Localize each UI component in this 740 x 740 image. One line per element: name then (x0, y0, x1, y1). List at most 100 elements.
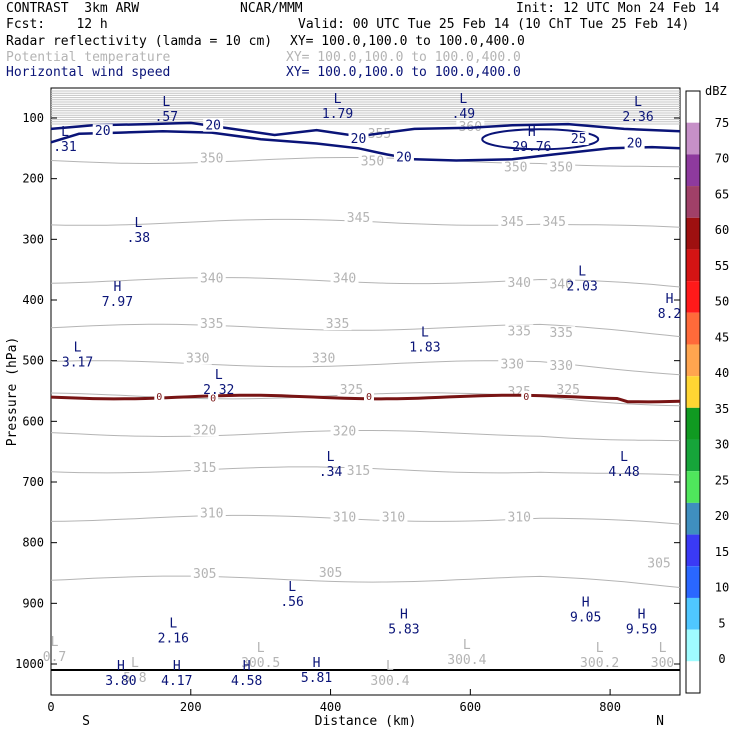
wind-extremum-value: 3.17 (62, 356, 93, 371)
y-tick-label: 400 (22, 293, 44, 307)
y-axis-label: Pressure (hPa) (5, 337, 20, 447)
wind-extremum-value: 5.81 (301, 671, 332, 686)
theta-contour-label: 350 (200, 151, 223, 166)
wind-extremum-marker: H (400, 608, 408, 623)
theta-contour-label: 310 (508, 511, 531, 526)
theta-label-bg (330, 424, 359, 438)
y-tick-label: 300 (22, 232, 44, 246)
header-org: NCAR/MMM (240, 1, 303, 16)
theta-label-bg (554, 383, 583, 397)
colorbar-swatch (686, 376, 700, 408)
theta-contour-335 (50, 323, 681, 338)
theta-extremum-value: 300.4 (370, 674, 409, 689)
colorbar-swatch (686, 249, 700, 282)
wind-extremum-value: .49 (452, 107, 475, 122)
theta-label-bg (190, 423, 219, 437)
x-tick-label: 800 (599, 700, 621, 714)
wind-extremum-value: 2.36 (622, 110, 653, 125)
theta-contour-label: 350 (361, 155, 384, 170)
theta-extremum-marker: L (51, 635, 59, 650)
x-end-left: S (82, 714, 90, 729)
wind-extremum-marker: L (578, 265, 586, 280)
theta-contour-label: 325 (340, 383, 363, 398)
colorbar-tick-label: 5 (718, 616, 725, 630)
wind-contour-25 (481, 128, 600, 151)
theta-contour-label: 335 (326, 317, 349, 332)
colorbar-swatch (686, 439, 700, 472)
colorbar-frame (685, 90, 701, 694)
theta-contour-label: 305 (193, 567, 216, 582)
theta-extremum-value: 300.2 (580, 656, 619, 671)
refl-label-bg (363, 391, 374, 402)
wind-extremum-marker: L (334, 92, 342, 107)
project-name: CONTRAST (6, 1, 69, 16)
wind-extremum-marker: H (528, 125, 536, 140)
colorbar-swatch (686, 597, 700, 630)
colorbar-tick-label: 20 (715, 509, 729, 523)
theta-label-bg (505, 510, 534, 524)
wind-extremum-value: 2.16 (158, 632, 189, 647)
x-end-right: N (656, 714, 664, 729)
colorbar-tick-label: 50 (715, 295, 729, 309)
colorbar-swatch (686, 566, 700, 598)
x-tick-label: 0 (47, 700, 54, 714)
field-wind-name: Horizontal wind speed (6, 65, 171, 80)
theta-contour-label: 330 (186, 352, 209, 367)
x-tick-label: 600 (459, 700, 481, 714)
colorbar-tick-label: 65 (715, 187, 729, 201)
wind-extremum-value: 1.79 (322, 107, 353, 122)
theta-contour-label: 305 (647, 557, 670, 572)
colorbar-swatch (686, 91, 700, 123)
theta-label-bg (498, 357, 527, 371)
theta-label-bg (344, 463, 373, 477)
theta-label-bg (547, 358, 576, 372)
wind-label-bg (92, 124, 113, 138)
refl-label-bg (208, 392, 219, 403)
wind-label-bg (624, 136, 645, 150)
y-tick-label: 600 (22, 414, 44, 428)
theta-contour-label: 340 (333, 272, 356, 287)
theta-contour-label: 340 (549, 278, 572, 293)
colorbar-swatch (686, 629, 700, 662)
colorbar-swatch (686, 217, 700, 250)
wind-contour-20-lower (50, 130, 681, 162)
wind-contour-label: 20 (351, 132, 367, 147)
wind-extremum-marker: L (134, 216, 142, 231)
theta-label-bg (197, 317, 226, 331)
wind-label-bg (348, 132, 369, 146)
theta-contour-305 (50, 575, 681, 588)
x-tick-label: 400 (320, 700, 342, 714)
colorbar: dBZ 0 5 10 15 20 25 30 35 40 45 50 55 60 65 70 75 (685, 84, 729, 694)
wind-extremum-value: .31 (53, 140, 76, 155)
theta-label-bg (505, 275, 534, 289)
wind-contour-label: 20 (95, 124, 111, 139)
wind-extremum-marker: H (243, 659, 251, 674)
wind-extremum-value: 5.83 (388, 623, 419, 638)
colorbar-swatch (686, 312, 700, 345)
theta-label-bg (456, 119, 485, 133)
theta-label-bg (540, 215, 569, 229)
theta-label-bg (197, 151, 226, 165)
colorbar-tick-label: 75 (715, 116, 729, 130)
theta-label-bg (183, 351, 212, 365)
theta-contour-label: 335 (508, 324, 531, 339)
wind-extremum-value: 8.2 (658, 307, 681, 322)
wind-extremum-marker: H (582, 595, 590, 610)
wind-extremum-marker: L (74, 341, 82, 356)
theta-extremum-marker: L (463, 638, 471, 653)
wind-contour-label: 20 (205, 119, 221, 134)
theta-contour-label: 315 (347, 464, 370, 479)
theta-extremum-marker: L (596, 641, 604, 656)
theta-contour-label: 330 (501, 358, 524, 373)
y-tick-label: 1000 (15, 657, 44, 671)
wind-extremum-value: 1.83 (409, 340, 440, 355)
plot-frame (50, 87, 681, 696)
theta-contour-310 (50, 514, 681, 525)
reflectivity-contour-label: 0 (156, 392, 162, 403)
colorbar-tick-label: 45 (715, 330, 729, 344)
wind-extremum-value: .57 (155, 110, 178, 125)
colorbar-swatch (686, 407, 700, 440)
field-theta-xy: XY= 100.0,100.0 to 100.0,400.0 (286, 50, 521, 65)
colorbar-tick-label: 0 (718, 652, 725, 666)
wind-extremum-value: 29.76 (512, 140, 551, 155)
